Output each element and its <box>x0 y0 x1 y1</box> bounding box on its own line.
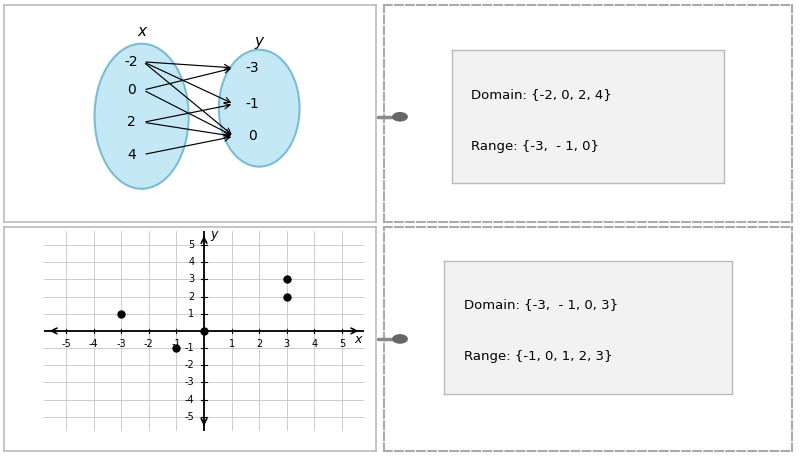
Ellipse shape <box>94 44 189 189</box>
Text: y: y <box>210 228 218 241</box>
Text: 1: 1 <box>188 309 194 319</box>
Text: 2: 2 <box>127 115 136 129</box>
Text: -2: -2 <box>144 338 154 349</box>
Text: 4: 4 <box>311 338 318 349</box>
Text: -1: -1 <box>185 343 194 353</box>
Text: 1: 1 <box>229 338 234 349</box>
Text: 5: 5 <box>188 240 194 250</box>
Text: 4: 4 <box>188 257 194 267</box>
Text: -5: -5 <box>185 412 194 422</box>
Text: -2: -2 <box>185 360 194 370</box>
Text: 3: 3 <box>284 338 290 349</box>
Text: -2: -2 <box>125 55 138 69</box>
Text: -3: -3 <box>185 377 194 387</box>
Text: -4: -4 <box>89 338 98 349</box>
Text: 2: 2 <box>188 292 194 301</box>
Text: Domain: {-3,  - 1, 0, 3}: Domain: {-3, - 1, 0, 3} <box>464 299 618 311</box>
Text: y: y <box>254 34 264 49</box>
Text: -3: -3 <box>246 61 259 75</box>
Text: Domain: {-2, 0, 2, 4}: Domain: {-2, 0, 2, 4} <box>471 88 612 101</box>
Text: -1: -1 <box>246 97 259 111</box>
Text: 4: 4 <box>127 147 136 162</box>
Text: 2: 2 <box>256 338 262 349</box>
Text: 5: 5 <box>339 338 345 349</box>
Text: -4: -4 <box>185 395 194 404</box>
Text: x: x <box>354 333 362 346</box>
Text: 0: 0 <box>127 83 136 97</box>
Text: Range: {-1, 0, 1, 2, 3}: Range: {-1, 0, 1, 2, 3} <box>464 350 613 363</box>
Text: 3: 3 <box>188 274 194 284</box>
Text: x: x <box>137 24 146 39</box>
Text: -1: -1 <box>172 338 182 349</box>
Text: Range: {-3,  - 1, 0}: Range: {-3, - 1, 0} <box>471 140 599 153</box>
Text: -3: -3 <box>117 338 126 349</box>
Text: 0: 0 <box>248 130 257 143</box>
Ellipse shape <box>219 50 299 167</box>
Text: -5: -5 <box>61 338 71 349</box>
